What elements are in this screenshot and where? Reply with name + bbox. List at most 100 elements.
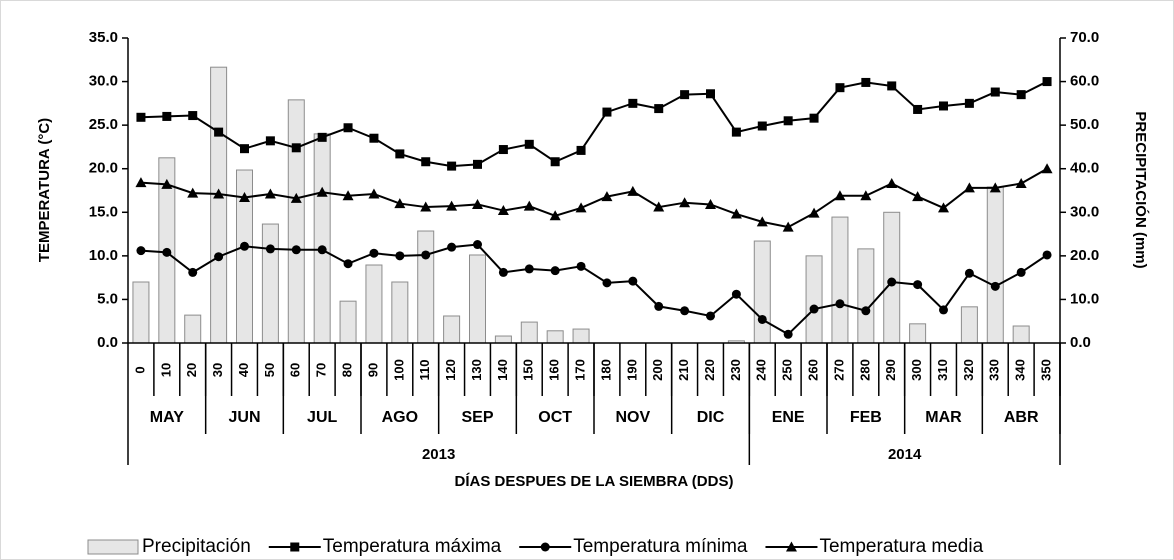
- legend-label: Temperatura máxima: [323, 536, 502, 557]
- month-label: SEP: [461, 409, 493, 426]
- y-tick-label: 25.0: [89, 116, 118, 133]
- marker-square: [783, 116, 793, 126]
- marker-circle: [291, 245, 301, 255]
- bar: [520, 321, 538, 344]
- marker-triangle: [886, 178, 898, 189]
- marker-square: [550, 157, 560, 167]
- marker-circle: [240, 241, 249, 251]
- marker-circle: [550, 266, 560, 276]
- marker-circle: [809, 304, 819, 314]
- y-tick-label: 10.0: [89, 247, 118, 264]
- bar: [909, 323, 927, 344]
- x-tick-label: 190: [624, 359, 639, 381]
- x-tick-label: 180: [598, 359, 613, 381]
- x-tick-label: 30: [210, 363, 225, 377]
- marker-square: [913, 104, 923, 114]
- marker-triangle: [912, 191, 924, 202]
- marker-triangle: [342, 190, 354, 201]
- marker-triangle: [782, 221, 794, 232]
- marker-square: [291, 143, 301, 153]
- month-label: ABR: [1004, 409, 1039, 426]
- marker-triangle: [808, 207, 820, 218]
- marker-triangle: [161, 178, 173, 189]
- marker-circle: [887, 277, 897, 287]
- y-tick-label: 35.0: [89, 29, 118, 46]
- marker-square: [1016, 90, 1026, 100]
- marker-triangle: [705, 198, 716, 209]
- marker-circle: [317, 245, 327, 255]
- marker-circle: [731, 289, 741, 299]
- y2-tick-label: 30.0: [1070, 203, 1099, 220]
- x-tick-label: 320: [961, 359, 976, 381]
- bar: [805, 255, 823, 344]
- marker-circle: [524, 264, 534, 274]
- marker-triangle: [963, 182, 975, 193]
- y-tick-label: 5.0: [97, 290, 118, 307]
- marker-square: [343, 123, 353, 133]
- y2-tick-label: 50.0: [1070, 116, 1099, 133]
- month-label: MAY: [150, 409, 184, 426]
- marker-triangle: [1041, 163, 1053, 174]
- marker-square: [162, 111, 172, 121]
- legend-swatch: [87, 539, 139, 555]
- x-tick-label: 100: [391, 359, 406, 381]
- x-tick-label: 330: [987, 359, 1002, 381]
- x-tick-label: 340: [1013, 359, 1028, 381]
- marker-circle: [602, 278, 612, 288]
- bar: [365, 264, 383, 344]
- marker-triangle: [730, 208, 742, 219]
- bar: [960, 306, 978, 344]
- marker-square: [524, 139, 534, 149]
- marker-circle: [421, 250, 431, 260]
- x-tick-label: 210: [676, 359, 691, 381]
- marker-circle: [162, 247, 172, 257]
- marker-square: [680, 90, 690, 100]
- marker-circle: [939, 305, 948, 315]
- legend-marker: [290, 542, 300, 552]
- y2-tick-label: 60.0: [1070, 73, 1099, 90]
- month-label: ENE: [772, 409, 805, 426]
- x-tick-label: 120: [443, 359, 458, 381]
- marker-circle: [680, 306, 690, 316]
- x-tick-label: 130: [469, 359, 484, 381]
- marker-triangle: [394, 198, 406, 209]
- bar: [261, 223, 279, 344]
- marker-circle: [913, 280, 923, 290]
- marker-triangle: [601, 191, 613, 202]
- bar: [391, 281, 409, 344]
- marker-triangle: [446, 200, 458, 211]
- y-tick-label: 15.0: [89, 203, 118, 220]
- y2-tick-label: 20.0: [1070, 247, 1099, 264]
- month-label: MAR: [925, 409, 962, 426]
- bar: [339, 300, 357, 344]
- bar: [494, 335, 512, 344]
- y-tick-label: 20.0: [89, 160, 118, 177]
- bar: [753, 240, 771, 344]
- x-tick-label: 40: [236, 363, 251, 377]
- marker-square: [964, 98, 974, 108]
- month-label: DIC: [697, 409, 725, 426]
- marker-circle: [964, 268, 974, 278]
- line-series: [140, 167, 1048, 229]
- marker-square: [136, 112, 146, 122]
- marker-circle: [1016, 267, 1026, 277]
- marker-triangle: [290, 192, 302, 203]
- marker-triangle: [368, 188, 380, 199]
- legend-label: Temperatura media: [819, 536, 983, 557]
- y2-tick-label: 10.0: [1070, 290, 1099, 307]
- marker-triangle: [472, 198, 483, 209]
- marker-square: [887, 81, 897, 91]
- marker-square: [757, 121, 767, 131]
- bar: [469, 254, 486, 344]
- marker-square: [990, 87, 1000, 97]
- x-tick-label: 150: [521, 359, 536, 381]
- x-tick-label: 140: [495, 359, 510, 381]
- x-tick-label: 290: [883, 359, 898, 381]
- x-tick-label: 230: [728, 359, 743, 381]
- marker-square: [498, 145, 508, 155]
- x-tick-label: 240: [754, 359, 769, 381]
- month-label: JUL: [307, 409, 337, 426]
- x-tick-label: 70: [314, 363, 329, 377]
- x-tick-label: 350: [1038, 359, 1053, 381]
